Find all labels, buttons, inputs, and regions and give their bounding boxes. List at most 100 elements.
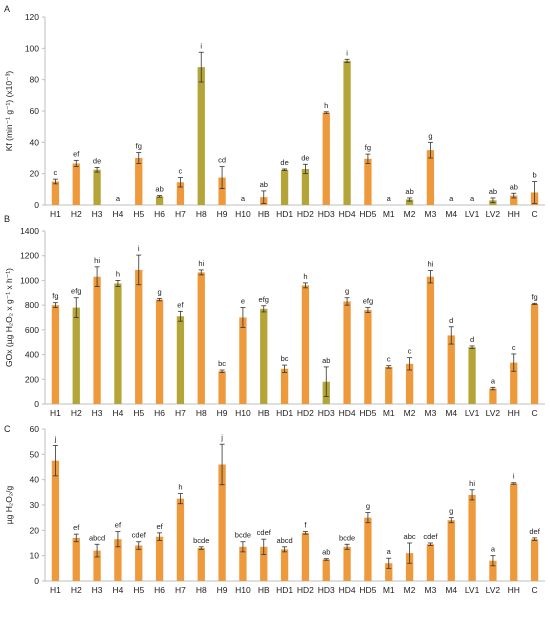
panel-c-x-tick-label: H4 [112,585,123,595]
panel-b-x-tick-label: M1 [383,408,395,418]
panel-c-significance-letter: g [366,502,370,511]
panel-c-bar [489,560,497,581]
panel-b-x-tick-label: H2 [71,408,82,418]
panel-c-bar [239,546,247,581]
panel-b-bar [343,301,351,404]
panel-c-bar [468,494,476,581]
panel-c-significance-letter: bcde [235,531,251,540]
panel-c-x-tick-label: HD1 [276,585,293,595]
panel-c-x-tick-label: H10 [235,585,251,595]
panel-a-x-tick-label: M1 [383,209,395,219]
panel-c-bar [176,498,185,581]
panel-b-bar [176,316,185,404]
panel-c-x-tick-label: H6 [154,585,165,595]
panel-b-bar [93,276,101,404]
panel-b-bar [197,272,205,404]
panel-b-y-tick-label: 1000 [20,275,39,285]
panel-a-x-tick-label: HD2 [297,209,314,219]
panel-a-significance-letter: h [324,101,328,110]
panel-a-significance-letter: de [93,156,101,165]
panel-c-significance-letter: abcd [276,536,292,545]
panel-c-y-tick-label: 30 [30,500,40,510]
panel-b-significance-letter: g [157,287,161,296]
panel-c-significance-letter: j [54,434,57,443]
panel-a-significance-letter: c [179,167,183,176]
panel-c-bar [218,464,226,581]
panel-a-significance-letter: ab [489,187,497,196]
panel-c-significance-letter: bcde [193,536,209,545]
panel-b-x-tick-label: M2 [404,408,416,418]
panel-c-significance-letter: cdef [132,531,147,540]
panel-b-x-tick-label: H9 [217,408,228,418]
panel-c-x-tick-label: H3 [92,585,103,595]
panel-b-bar [468,347,476,404]
panel-a-significance-letter: i [200,41,202,50]
panel-b-significance-letter: h [303,272,307,281]
panel-a-significance-letter: ab [260,180,268,189]
panel-c-significance-letter: abcd [89,533,105,542]
panel-c-bar [364,517,372,581]
panel-a-significance-letter: ef [73,149,80,158]
panel-b-x-tick-label: H6 [154,408,165,418]
panel-c-significance-letter: ab [322,548,330,557]
panel-a-y-tick-label: 0 [34,200,39,210]
panel-a-significance-letter: a [470,194,475,203]
panel-c-bar [343,546,351,581]
panel-a-x-tick-label: H1 [50,209,61,219]
panel-b-x-tick-label: HD3 [318,408,335,418]
panel-b-bar [426,276,435,404]
panel-c-x-tick-label: M2 [404,585,416,595]
panel-a-x-tick-label: H8 [196,209,207,219]
panel-c-significance-letter: h [178,483,182,492]
panel-c-bar [197,548,205,581]
panel-a-x-tick-label: H7 [175,209,186,219]
panel-b-significance-letter: fg [52,292,58,301]
panel-c-bar [426,544,435,581]
panel-c-bar [51,460,60,581]
panel-b-x-tick-label: HH [508,408,520,418]
panel-c-bar [405,553,414,581]
panel-c-significance-letter: i [513,472,515,481]
panel-c-y-axis-label: µg H₂O₂/g [4,486,14,525]
panel-a-x-tick-label: H5 [133,209,144,219]
panel-b-significance-letter: c [408,347,412,356]
panel-c-bar [322,559,330,581]
panel-b-significance-letter: efg [71,287,81,296]
panel-a-bar [135,158,143,205]
panel-b-bar [155,299,164,404]
panel-a-x-tick-label: H4 [112,209,123,219]
panel-a-significance-letter: ab [155,185,163,194]
panel-c-bar [385,563,393,581]
panel-a-bar [322,112,330,205]
panel-a-x-tick-label: H9 [217,209,228,219]
panel-b-chart: GOx (µg H₂O₂ x g⁻¹ x h⁻¹) 0 200 400 600 800 1… [4,226,545,418]
panel-c-x-tick-label: H7 [175,585,186,595]
panel-a-y-tick-label: 40 [30,137,40,147]
panel-a-x-tick-label: H2 [71,209,82,219]
panel-a-significance-letter: fg [365,143,371,152]
panel-a-x-tick-label: M3 [425,209,437,219]
panel-a-bar [72,163,80,205]
panel-c-label: C [4,424,11,434]
panel-a-x-tick-label: LV2 [486,209,501,219]
panel-b-y-tick-label: 800 [25,300,39,310]
panel-c-x-tick-label: H9 [217,585,228,595]
panel-b-x-tick-label: H4 [112,408,123,418]
panel-c-x-tick-label: HB [258,585,270,595]
panel-b-bar [301,285,310,404]
panel-a-y-axis-label: Kf (min⁻¹ g⁻¹) (x10⁻³) [4,71,14,152]
panel-b-significance-letter: efg [259,295,269,304]
panel-c-significance-letter: hi [469,479,475,488]
panel-a-significance-letter: ab [405,187,413,196]
panel-c-x-tick-label: HD3 [318,585,335,595]
panel-b-bar [135,269,143,404]
panel-a-bar [510,195,518,205]
panel-c-significance-letter: abc [404,532,416,541]
panel-a-bar [93,169,101,205]
panel-c-significance-letter: bcde [339,533,355,542]
panel-b-x-tick-label: LV1 [465,408,480,418]
panel-a-x-tick-label: HD5 [359,209,376,219]
panel-c-bar [301,532,310,581]
panel-a-bar [176,182,185,205]
